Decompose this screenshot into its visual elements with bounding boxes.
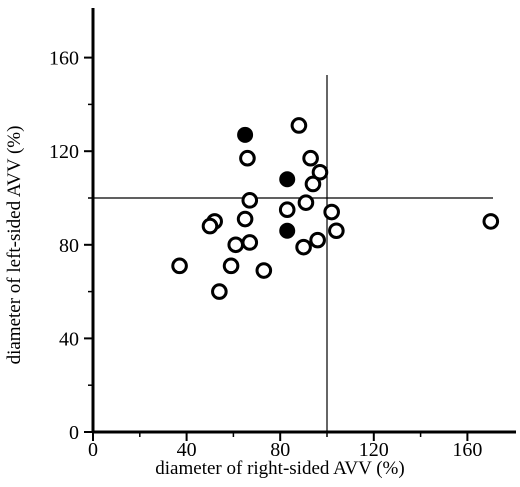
data-point-open <box>201 217 219 235</box>
data-point-open <box>482 213 500 230</box>
data-point-open <box>311 163 329 181</box>
data-point-open <box>304 175 322 193</box>
x-tick-label: 160 <box>452 439 482 461</box>
x-tick-label: 40 <box>177 439 197 461</box>
y-tick-label: 80 <box>59 235 79 257</box>
data-point-open <box>241 192 259 209</box>
reference-lines <box>93 75 493 432</box>
y-tick-label: 0 <box>69 422 79 444</box>
data-point-filled <box>279 171 296 188</box>
ticks: 0 40 80 120 160 0 40 80 120 160 <box>49 48 482 461</box>
x-tick-label: 120 <box>359 439 389 461</box>
data-point-open <box>255 262 273 279</box>
data-point-open <box>302 149 319 167</box>
data-point-open <box>278 201 296 218</box>
data-point-open <box>236 210 254 228</box>
data-point-open <box>290 117 308 134</box>
x-tick-label: 80 <box>270 439 290 461</box>
x-axis-label: diameter of right-sided AVV (%) <box>155 458 404 479</box>
axes <box>91 8 516 434</box>
data-points <box>171 117 500 300</box>
y-tick-label: 160 <box>49 48 79 70</box>
data-point-open <box>295 238 312 256</box>
data-point-open <box>211 283 228 300</box>
data-point-open <box>227 236 245 254</box>
data-point-open <box>241 234 259 251</box>
x-tick-label: 0 <box>88 439 98 461</box>
data-point-open <box>309 231 326 249</box>
data-point-open <box>222 257 240 275</box>
y-axis-label: diameter of left-sided AVV (%) <box>4 126 25 365</box>
y-tick-label: 120 <box>49 141 79 163</box>
data-point-open <box>297 194 315 211</box>
data-point-open <box>328 222 345 240</box>
data-point-open <box>323 203 340 221</box>
data-point-open <box>239 149 256 167</box>
data-point-filled <box>237 126 254 143</box>
data-point-open <box>171 257 188 275</box>
data-point-filled <box>279 222 296 239</box>
y-tick-label: 40 <box>59 328 79 350</box>
